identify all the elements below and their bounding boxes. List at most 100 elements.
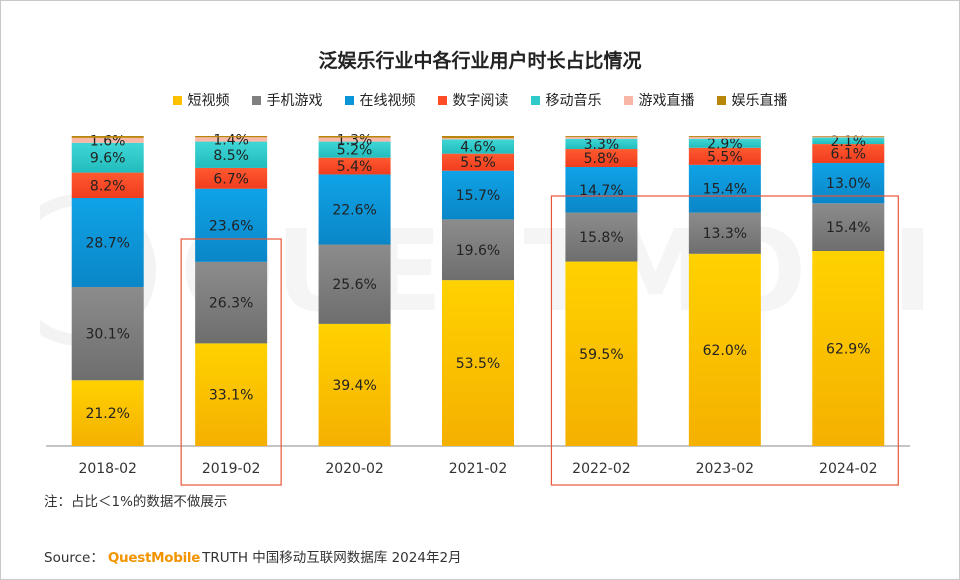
footnote: 注：占比＜1%的数据不做展示 — [44, 494, 228, 510]
bar-segment — [565, 149, 638, 167]
data-label: 2.9% — [707, 136, 743, 152]
bar-segment — [195, 188, 268, 262]
data-label: 23.6% — [209, 218, 253, 234]
legend-swatch — [716, 95, 726, 105]
bar-segment — [195, 167, 268, 189]
legend-item: 短视频 — [172, 90, 230, 110]
chart-title: 泛娱乐行业中各行业用户时长占比情况 — [318, 50, 642, 72]
data-label: 5.4% — [337, 159, 373, 175]
bar-segment — [812, 137, 885, 145]
legend-item: 手机游戏 — [251, 90, 323, 110]
legend-label: 游戏直播 — [638, 93, 695, 109]
data-label: 1.4% — [213, 132, 249, 148]
data-label: 15.4% — [826, 220, 870, 236]
legend-swatch — [437, 95, 447, 105]
bar-segment — [565, 136, 638, 137]
source-label: Source： — [44, 550, 104, 566]
bar-segment — [688, 138, 761, 148]
data-label: 15.7% — [456, 188, 500, 204]
bar-segment — [812, 203, 885, 252]
legend-item: 游戏直播 — [623, 90, 695, 110]
bar-segment — [812, 144, 885, 163]
data-label: 13.3% — [703, 226, 747, 242]
bar-segment — [195, 136, 268, 138]
chart-legend: 短视频 手机游戏 在线视频 数字阅读 移动音乐 游戏直播 娱乐直播 — [0, 90, 960, 110]
legend-item: 在线视频 — [344, 90, 416, 110]
data-label: 5.5% — [460, 155, 496, 171]
bar-segment — [71, 286, 144, 381]
bar-segment — [565, 138, 638, 150]
bar-segment — [318, 157, 391, 175]
data-label: 13.0% — [826, 176, 870, 192]
data-label: 4.6% — [460, 140, 496, 156]
x-tick-label: 2021-02 — [449, 461, 508, 477]
bar-segment — [688, 212, 761, 254]
bar-segment — [195, 261, 268, 344]
bar-segment — [71, 142, 144, 173]
legend-swatch — [623, 95, 633, 105]
bar-segment — [318, 136, 391, 138]
bar-segment — [442, 280, 514, 446]
legend-label: 移动音乐 — [545, 93, 602, 109]
data-label: 5.8% — [584, 151, 620, 167]
bar-segment — [71, 137, 144, 143]
legend-swatch — [172, 95, 182, 105]
legend-label: 在线视频 — [359, 93, 416, 109]
data-label: 1.6% — [90, 133, 126, 149]
data-label: 8.2% — [90, 178, 126, 194]
bar-segment — [195, 141, 268, 168]
bar-segment — [688, 147, 761, 165]
data-label: 22.6% — [332, 202, 376, 218]
bar-segment — [318, 137, 391, 142]
bar-segment — [812, 251, 885, 446]
source-line: Source： QuestMobile TRUTH 中国移动互联网数据库 202… — [44, 546, 462, 566]
data-label: 62.9% — [826, 342, 870, 358]
data-label: 19.6% — [456, 243, 500, 259]
data-label: 14.7% — [579, 183, 623, 199]
bar-segment — [71, 172, 144, 198]
highlight-box — [180, 238, 282, 486]
bar-segment — [318, 323, 391, 446]
bar-segment — [812, 136, 885, 138]
bar-segment — [688, 136, 761, 137]
bar-segment — [688, 136, 761, 139]
legend-swatch — [251, 95, 261, 105]
bar-segment — [812, 136, 885, 137]
bar-segment — [442, 136, 514, 139]
bar-segment — [318, 174, 391, 245]
legend-label: 娱乐直播 — [731, 93, 788, 109]
bar-segment — [565, 136, 638, 139]
bar-segment — [318, 244, 391, 324]
bar-segment — [195, 137, 268, 142]
bar-segment — [71, 380, 144, 446]
data-label: 8.5% — [213, 148, 249, 164]
data-label: 33.1% — [209, 388, 253, 404]
bar-segment — [688, 164, 761, 213]
data-label: 59.5% — [579, 347, 623, 363]
highlight-box — [550, 195, 899, 486]
data-label: 53.5% — [456, 356, 500, 372]
data-label: 5.2% — [337, 143, 373, 159]
bar-segment — [442, 170, 514, 220]
bar-segment — [71, 136, 144, 138]
data-label: 1.3% — [337, 133, 373, 149]
data-label: 6.7% — [213, 171, 249, 187]
legend-label: 数字阅读 — [452, 93, 509, 109]
data-label: 9.6% — [90, 151, 126, 167]
bar-segment — [688, 253, 761, 446]
data-label: 15.8% — [579, 230, 623, 246]
x-tick-label: 2023-02 — [696, 461, 755, 477]
data-label: 21.2% — [85, 406, 129, 422]
x-tick-label: 2022-02 — [572, 461, 631, 477]
source-text: TRUTH 中国移动互联网数据库 2024年2月 — [202, 550, 462, 566]
data-label: 2.1% — [830, 134, 866, 150]
legend-item: 移动音乐 — [530, 90, 602, 110]
data-label: 15.4% — [703, 182, 747, 198]
legend-item: 娱乐直播 — [716, 90, 788, 110]
x-tick-label: 2018-02 — [78, 461, 137, 477]
legend-swatch — [530, 95, 540, 105]
x-tick-label: 2024-02 — [819, 461, 878, 477]
legend-item: 数字阅读 — [437, 90, 509, 110]
data-label: 39.4% — [332, 378, 376, 394]
